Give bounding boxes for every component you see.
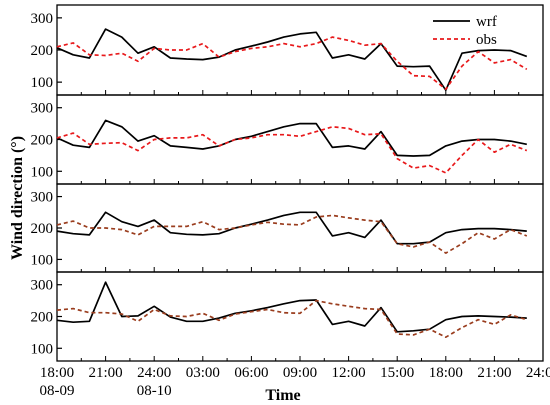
y-tick-label: 200 [31,310,54,326]
panel-1: 100 200 300 wrf obs [31,4,544,96]
panel-2: 100 200 300 [31,94,544,185]
y-tick-label: 100 [31,75,54,91]
y-tick-label: 300 [31,190,54,206]
y-tick-label: 300 [31,11,54,27]
y-tick-label: 300 [31,278,54,294]
y-tick-label: 100 [31,164,54,180]
series-line-wrf [56,119,527,157]
x-tick-label: 08-09 [40,383,75,399]
panel-frame [56,4,544,96]
x-tick-labels: 18:00 08-09 21:00 24:00 08-10 03:00 06:00 09:00… [40,365,550,399]
x-tick-label: 24:00 [526,365,550,381]
panel-4: 100 200 300 [31,271,544,362]
series-line-obs [56,299,528,339]
series-line-obs [56,36,528,91]
series-line-obs [56,125,528,174]
series-line-wrf [56,211,527,245]
x-tick-label: 21:00 [89,365,123,381]
chart-panels: 100 200 300 wrf obs 100 200 300 100 200 300 100 200 3… [31,4,544,362]
panel-frame [56,183,544,273]
x-tick-label: 18:00 [429,365,463,381]
x-tick-label: 03:00 [186,365,220,381]
legend-label-obs: obs [476,32,497,48]
x-tick-label: 18:00 [40,365,74,381]
y-tick-label: 100 [31,341,54,357]
x-tick-label: 06:00 [234,365,268,381]
panel-3: 100 200 300 [31,183,544,273]
x-tick-label: 12:00 [332,365,366,381]
series-line-obs [56,214,528,254]
y-tick-label: 200 [31,133,54,149]
x-axis-title: Time [265,387,300,404]
y-tick-label: 300 [31,101,54,117]
x-tick-label: 24:00 [137,365,171,381]
legend: wrf obs [433,14,497,48]
legend-label-wrf: wrf [476,14,497,30]
x-tick-label: 21:00 [477,365,511,381]
y-tick-label: 200 [31,43,54,59]
x-tick-label: 09:00 [283,365,317,381]
y-tick-label: 200 [31,221,54,237]
x-tick-label: 15:00 [380,365,414,381]
series-line-wrf [56,281,527,333]
y-tick-label: 100 [31,252,54,268]
y-axis-title: Wind direction (°) [9,136,26,260]
x-tick-label: 08-10 [137,383,172,399]
